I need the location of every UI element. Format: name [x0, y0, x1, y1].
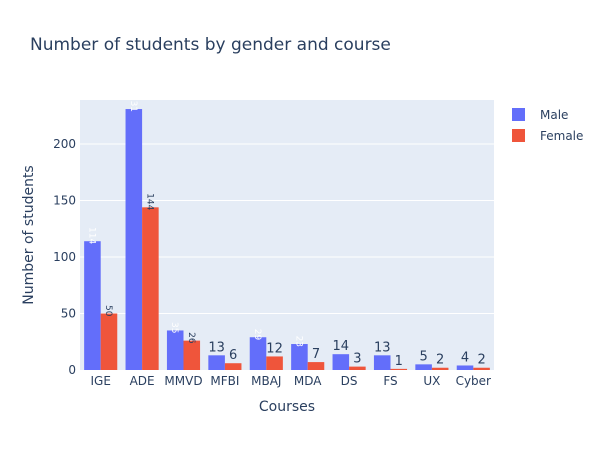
data-label: 2 — [477, 353, 485, 368]
chart-title: Number of students by gender and course — [30, 35, 391, 55]
y-tick-label: 50 — [61, 307, 76, 321]
bar-female-ux — [431, 367, 449, 370]
data-label: 35 — [169, 322, 179, 333]
bar-female-ade — [142, 207, 159, 370]
data-label: 50 — [103, 305, 113, 317]
bar-female-fs — [390, 368, 408, 370]
data-label: 29 — [252, 329, 262, 341]
bar-female-ige — [100, 313, 118, 370]
data-label: 7 — [312, 347, 320, 362]
bar-male-ige — [84, 241, 101, 370]
legend: Male Female — [512, 108, 583, 143]
data-label: 14 — [333, 339, 350, 354]
y-tick-label: 0 — [68, 363, 76, 377]
bar-female-mmvd — [183, 340, 201, 370]
bar-male-fs — [373, 355, 391, 370]
legend-swatch-female — [512, 129, 525, 142]
x-tick-label: MMVD — [164, 374, 202, 388]
legend-label-female: Female — [540, 129, 583, 143]
bar-female-cyber — [473, 367, 490, 370]
x-axis-title: Courses — [259, 399, 315, 415]
x-tick-label: MDA — [294, 374, 322, 388]
data-label: 2 — [436, 353, 444, 368]
legend-label-male: Male — [540, 108, 568, 122]
bar-male-mbaj — [249, 337, 267, 370]
bar-male-cyber — [456, 365, 474, 370]
x-axis-ticks: IGE ADE MMVD MFBI MBAJ MDA DS FS UX Cyber — [90, 374, 491, 388]
data-label: 5 — [419, 349, 427, 364]
x-tick-label: MFBI — [210, 374, 239, 388]
x-tick-label: ADE — [130, 374, 155, 388]
data-label: 23 — [293, 336, 303, 347]
y-tick-label: 100 — [53, 250, 76, 264]
legend-swatch-male — [512, 108, 525, 121]
x-tick-label: MBAJ — [251, 374, 281, 388]
bar-male-mfbi — [208, 355, 225, 370]
bar-male-mda — [291, 344, 308, 370]
bar-male-ade — [125, 109, 143, 370]
bar-male-mmvd — [166, 330, 184, 370]
y-axis-title: Number of students — [21, 165, 37, 304]
bar-female-ds — [349, 366, 366, 370]
data-label: 4 — [461, 350, 469, 365]
x-tick-label: UX — [423, 374, 440, 388]
x-tick-label: FS — [383, 374, 397, 388]
data-label: 13 — [374, 340, 391, 355]
data-label: 231 — [128, 95, 138, 112]
x-tick-label: Cyber — [456, 374, 491, 388]
x-tick-label: IGE — [90, 374, 110, 388]
data-label: 1 — [395, 354, 403, 369]
y-axis-ticks: 0 50 100 150 200 — [53, 137, 76, 377]
data-label: 13 — [208, 340, 225, 355]
bar-female-mbaj — [266, 356, 283, 370]
data-label: 144 — [144, 193, 154, 210]
data-label: 3 — [353, 352, 361, 367]
data-label: 114 — [86, 227, 96, 244]
y-tick-label: 200 — [53, 137, 76, 151]
x-tick-label: DS — [341, 374, 358, 388]
bar-female-mfbi — [224, 363, 242, 370]
bar-female-mda — [307, 362, 325, 370]
bar-male-ds — [332, 354, 350, 370]
bar-male-ux — [415, 364, 432, 370]
y-tick-label: 150 — [53, 194, 76, 208]
data-label: 12 — [266, 341, 283, 356]
data-label: 26 — [186, 332, 196, 344]
data-label: 6 — [229, 348, 237, 363]
